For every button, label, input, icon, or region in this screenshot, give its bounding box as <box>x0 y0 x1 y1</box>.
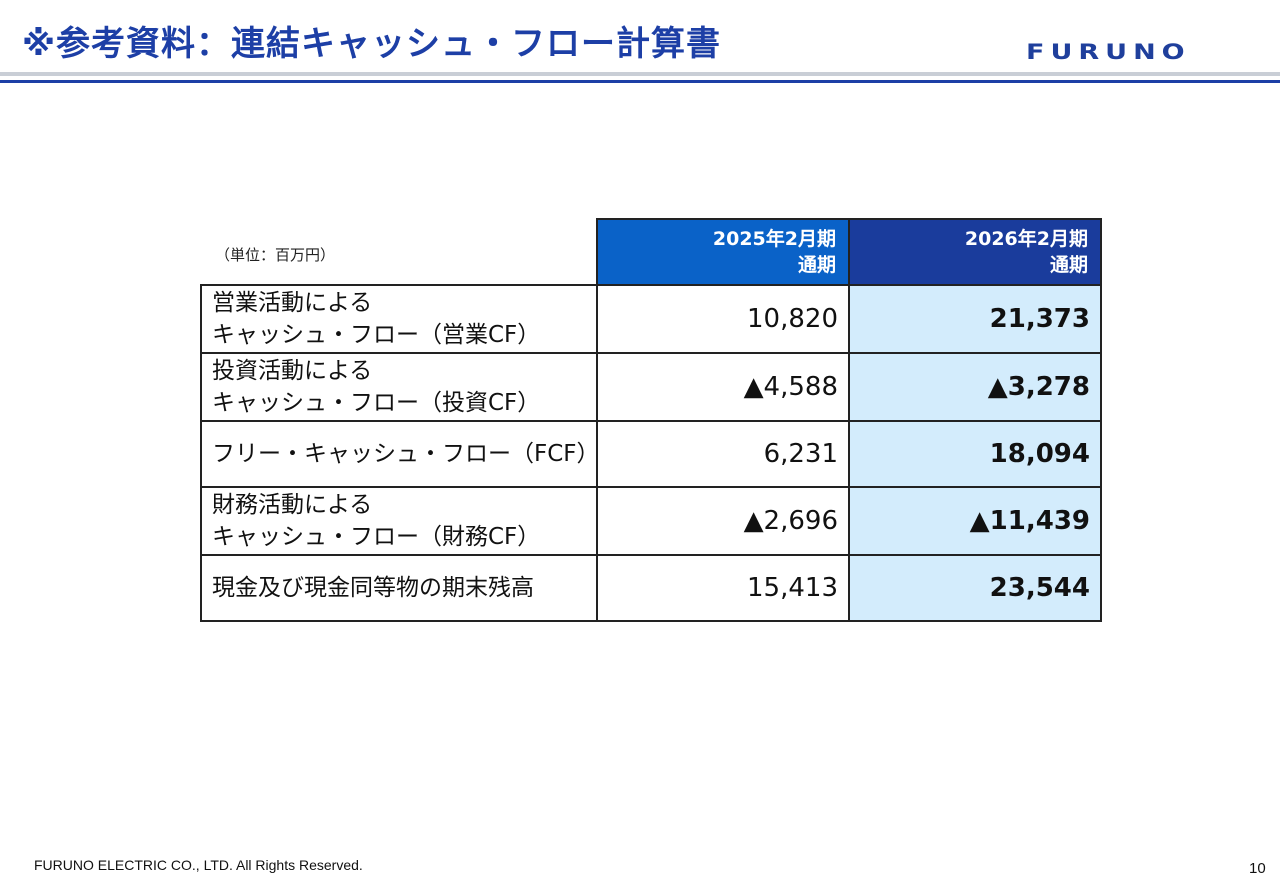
row-label-financing-cf: 財務活動による キャッシュ・フロー（財務CF） <box>200 486 598 556</box>
row-label-line: 投資活動による <box>212 358 373 384</box>
row-label-line: 営業活動による <box>212 290 373 316</box>
value-2026: 21,373 <box>848 284 1102 354</box>
table-row: 財務活動による キャッシュ・フロー（財務CF） ▲2,696 ▲11,439 <box>200 486 1102 556</box>
row-label-line: キャッシュ・フロー（営業CF） <box>212 322 541 348</box>
header-blank-cell <box>201 219 597 285</box>
column-header-2025-period: 2025年2月期 <box>712 228 836 250</box>
column-header-2026: 2026年2月期 通期 <box>848 218 1102 286</box>
table-row: 投資活動による キャッシュ・フロー（投資CF） ▲4,588 ▲3,278 <box>200 352 1102 422</box>
row-label-operating-cf: 営業活動による キャッシュ・フロー（営業CF） <box>200 284 598 354</box>
copyright-footer: FURUNO ELECTRIC CO., LTD. All Rights Res… <box>34 857 363 873</box>
row-label-line: キャッシュ・フロー（財務CF） <box>212 524 541 550</box>
row-label-line: 現金及び現金同等物の期末残高 <box>212 575 534 601</box>
value-2026: 18,094 <box>848 420 1102 488</box>
column-header-2026-period: 2026年2月期 <box>964 228 1088 250</box>
value-2025: ▲4,588 <box>596 352 850 422</box>
table-row: 現金及び現金同等物の期末残高 15,413 23,544 <box>200 554 1102 622</box>
table-row: フリー・キャッシュ・フロー（FCF） 6,231 18,094 <box>200 420 1102 488</box>
column-header-2025: 2025年2月期 通期 <box>596 218 850 286</box>
value-2025: 6,231 <box>596 420 850 488</box>
page-number: 10 <box>1249 860 1266 877</box>
header-divider-blue <box>0 80 1280 83</box>
value-2025: ▲2,696 <box>596 486 850 556</box>
furuno-logo: FURUNO <box>1026 40 1191 65</box>
page-title: ※参考資料：連結キャッシュ・フロー計算書 <box>22 24 722 64</box>
row-label-investing-cf: 投資活動による キャッシュ・フロー（投資CF） <box>200 352 598 422</box>
row-label-ending-cash: 現金及び現金同等物の期末残高 <box>200 554 598 622</box>
value-2025: 10,820 <box>596 284 850 354</box>
row-label-free-cf: フリー・キャッシュ・フロー（FCF） <box>200 420 600 488</box>
value-2026: ▲11,439 <box>848 486 1102 556</box>
row-label-line: フリー・キャッシュ・フロー（FCF） <box>212 441 600 467</box>
table-header-row: 2025年2月期 通期 2026年2月期 通期 <box>201 218 1102 286</box>
column-header-2026-span: 通期 <box>1049 254 1088 276</box>
header-divider-gray <box>0 72 1280 76</box>
value-2026: ▲3,278 <box>848 352 1102 422</box>
row-label-line: キャッシュ・フロー（投資CF） <box>212 390 541 416</box>
cash-flow-table: 2025年2月期 通期 2026年2月期 通期 営業活動による キャッシュ・フロ… <box>200 218 1102 622</box>
table-row: 営業活動による キャッシュ・フロー（営業CF） 10,820 21,373 <box>200 284 1102 354</box>
value-2025: 15,413 <box>596 554 850 622</box>
row-label-line: 財務活動による <box>212 492 373 518</box>
value-2026: 23,544 <box>848 554 1102 622</box>
unit-label: （単位：百万円） <box>215 246 336 264</box>
column-header-2025-span: 通期 <box>797 254 836 276</box>
